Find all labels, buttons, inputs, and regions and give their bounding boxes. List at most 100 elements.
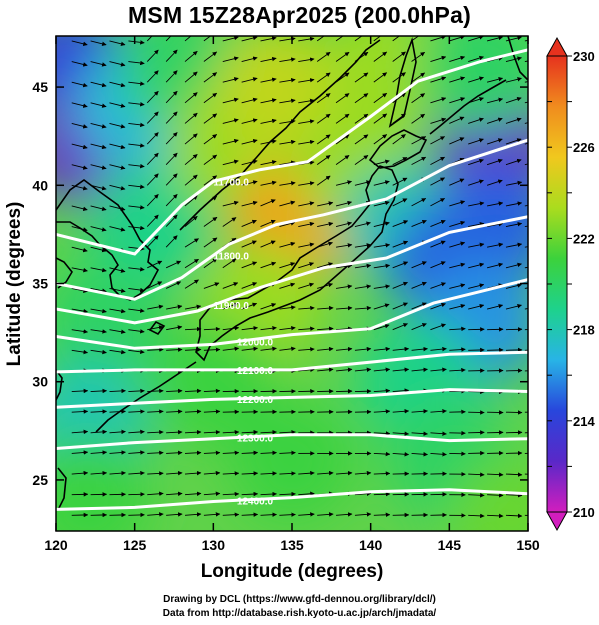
wind-arrow <box>430 117 447 124</box>
wind-arrow <box>90 205 107 211</box>
height-contour <box>56 48 528 256</box>
wind-arrow <box>279 429 296 435</box>
wind-arrow <box>411 409 428 414</box>
wind-arrow <box>486 179 503 186</box>
wind-arrow <box>146 70 159 83</box>
wind-arrow <box>128 163 145 169</box>
wind-arrow <box>449 200 466 207</box>
wind-arrow <box>241 450 259 456</box>
wind-arrow <box>449 347 466 352</box>
wind-arrow <box>90 470 108 476</box>
wind-arrow <box>203 175 218 186</box>
wind-arrow <box>298 512 315 517</box>
wind-arrow <box>317 221 334 227</box>
wind-arrow <box>317 470 334 476</box>
height-contour <box>56 278 528 350</box>
wind-arrow <box>392 134 406 145</box>
wind-arrow <box>184 388 202 394</box>
wind-arrow <box>166 325 183 331</box>
wind-arrow <box>71 409 89 414</box>
wind-arrow <box>392 72 406 83</box>
wind-arrow <box>468 76 484 83</box>
wind-arrow <box>241 77 258 83</box>
wind-arrow <box>317 241 333 248</box>
x-axis-label: Longitude (degrees) <box>201 561 384 582</box>
wind-arrow <box>71 102 88 108</box>
wind-arrow <box>336 305 353 311</box>
wind-arrow <box>468 242 485 248</box>
wind-arrow <box>241 240 257 248</box>
colorbar-label: 214 <box>573 414 595 429</box>
wind-arrow <box>354 470 372 476</box>
wind-arrow <box>260 36 277 42</box>
wind-arrow <box>128 81 145 86</box>
height-contour <box>56 488 528 511</box>
wind-arrow <box>260 346 277 352</box>
wind-arrow <box>430 452 447 457</box>
wind-arrow <box>222 429 240 435</box>
wind-arrow <box>317 346 334 352</box>
wind-arrow <box>279 77 296 83</box>
wind-arrow <box>392 409 410 414</box>
contour-label: 12300.0 <box>237 434 274 445</box>
wind-arrow <box>373 388 391 394</box>
wind-arrow <box>241 429 259 435</box>
wind-arrow <box>449 137 465 145</box>
wind-arrow <box>71 226 88 232</box>
wind-arrow <box>147 471 164 476</box>
wind-arrow <box>486 97 504 104</box>
wind-arrow <box>392 431 410 436</box>
wind-arrow <box>505 493 523 498</box>
wind-arrow <box>411 367 428 372</box>
wind-arrow <box>90 349 107 355</box>
wind-arrow <box>430 282 446 289</box>
wind-arrow <box>373 221 390 227</box>
wind-arrow <box>184 174 198 186</box>
colorbar-label: 210 <box>573 505 595 520</box>
wind-arrow <box>505 36 522 42</box>
wind-arrow <box>165 36 172 42</box>
wind-arrow <box>298 221 315 227</box>
wind-arrow <box>411 198 427 207</box>
wind-arrow <box>486 138 503 145</box>
wind-arrow <box>165 260 182 269</box>
wind-arrow <box>128 409 145 414</box>
wind-arrow <box>203 429 221 435</box>
wind-arrow <box>184 258 199 269</box>
map-title: MSM 15Z28Apr2025 (200.0hPa) <box>128 2 471 28</box>
wind-arrow <box>203 512 221 517</box>
wind-arrow <box>184 491 202 497</box>
wind-arrow <box>71 205 88 211</box>
wind-arrow <box>147 512 164 517</box>
wind-arrow <box>222 282 239 289</box>
wind-arrow <box>203 154 218 166</box>
wind-arrow <box>71 81 88 88</box>
wind-arrow <box>336 470 353 476</box>
wind-arrow <box>165 111 178 124</box>
wind-arrow <box>222 512 240 517</box>
wind-arrow <box>392 51 406 62</box>
wind-arrow <box>430 219 446 227</box>
wind-arrow <box>184 195 198 207</box>
field-sample <box>230 398 354 523</box>
wind-arrow <box>109 349 126 355</box>
wind-arrow <box>71 470 89 476</box>
wind-arrow <box>260 325 277 331</box>
wind-arrow <box>146 36 153 42</box>
wind-arrow <box>336 326 353 332</box>
wind-arrow <box>468 138 484 145</box>
wind-arrow <box>71 184 88 191</box>
x-tick-label: 130 <box>202 537 226 553</box>
field-sample <box>450 457 528 531</box>
wind-arrow <box>147 429 164 435</box>
wind-arrow <box>260 512 277 517</box>
wind-arrow <box>90 308 107 314</box>
wind-arrow <box>184 36 192 42</box>
wind-arrow <box>317 367 334 372</box>
wind-arrow <box>146 132 159 145</box>
wind-arrow <box>354 180 371 186</box>
wind-arrow <box>184 470 202 476</box>
wind-arrow <box>373 324 390 331</box>
wind-arrow <box>430 76 447 83</box>
wind-arrow <box>298 305 315 311</box>
